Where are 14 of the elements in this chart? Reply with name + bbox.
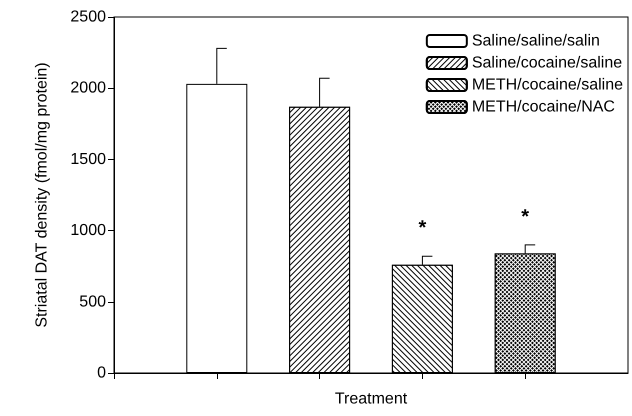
y-tick-label: 1000 [70,222,106,240]
x-axis-title: Treatment [334,390,408,408]
legend-label: METH/cocaine/NAC [472,98,615,116]
y-tick-label: 0 [97,364,106,382]
annotation: * [418,217,426,240]
annotation: * [521,206,530,228]
y-tick-label: 1500 [70,150,106,168]
y-tick-label: 2000 [70,80,106,97]
legend-label: METH/cocaine/saline [472,76,624,94]
legend-label: Saline/saline/salin [472,32,600,50]
legend-label: Saline/cocaine/saline [472,54,622,72]
y-axis-title: Striatal DAT density (fmol/mg protein) [34,62,50,328]
y-tick-label: 2500 [70,8,106,26]
y-tick-label: 500 [79,293,106,310]
